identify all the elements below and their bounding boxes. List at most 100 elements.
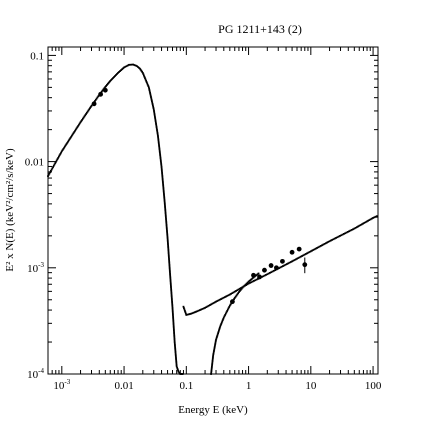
model-curve-dot — [169, 278, 172, 281]
model-curve-dot — [145, 81, 148, 83]
data-point — [280, 258, 285, 264]
model-curve-dot — [244, 283, 247, 286]
model-curve-dot — [218, 298, 221, 301]
model-curve-dot — [198, 309, 201, 311]
model-curve-dot — [235, 294, 238, 297]
model-curve-dot — [335, 236, 337, 239]
model-curve-dot — [228, 304, 231, 307]
model-curve-dot — [247, 280, 250, 283]
model-curve-dot — [55, 160, 57, 163]
model-curve-dot — [161, 176, 164, 179]
model-curve-dot — [170, 284, 172, 287]
model-curve-dot — [87, 109, 90, 112]
model-curve-dot — [172, 318, 175, 321]
model-curve-dot — [171, 309, 174, 312]
model-curve-dot — [236, 289, 239, 292]
model-curve-dot — [265, 273, 267, 276]
model-curve-dot — [210, 367, 213, 370]
model-curve-dot — [168, 269, 171, 272]
model-curve-dot — [195, 310, 197, 313]
data-point — [302, 262, 308, 268]
model-curve-dot — [173, 338, 176, 340]
x-axis-label: Energy E (keV) — [178, 404, 248, 416]
model-curve-dot — [216, 333, 219, 336]
model-curve-dot — [166, 240, 169, 243]
model-curve-dot — [267, 272, 270, 275]
model-curve-dot — [168, 268, 171, 271]
data-point — [274, 265, 279, 271]
model-curve-dot — [209, 304, 211, 306]
model-curve-dot — [140, 69, 143, 72]
model-curve-dot — [311, 249, 313, 252]
model-curve-dot — [72, 132, 75, 135]
model-curve-dot — [210, 303, 213, 306]
model-curve-dot — [269, 271, 271, 274]
model-curve-dot — [187, 313, 190, 316]
model-curve-dot — [306, 252, 308, 255]
model-curve-dot — [139, 68, 142, 71]
model-curve-dot — [57, 156, 60, 159]
model-curve-dot — [164, 206, 166, 209]
model-curve-dot — [175, 362, 178, 365]
model-curve-dot — [68, 138, 71, 141]
model-curve-dot — [226, 308, 229, 311]
model-curve-dot — [340, 234, 343, 237]
model-curve-dot — [165, 223, 168, 226]
model-curve-dot — [173, 341, 176, 343]
model-curve-dot — [262, 275, 265, 278]
model-curve-dot — [171, 305, 174, 308]
model-curve-dot — [218, 329, 220, 332]
model-curve-dot — [112, 77, 115, 79]
model-curve-dot — [48, 172, 51, 175]
model-curve-dot — [167, 255, 170, 257]
model-curve-dot — [241, 286, 244, 289]
model-curve-dot — [171, 308, 174, 311]
model-curve-dot — [174, 352, 177, 355]
model-curve-dot — [183, 308, 186, 311]
model-curve-dot — [191, 312, 194, 315]
model-curve-dot — [121, 68, 123, 71]
model-curve-dot — [154, 121, 157, 124]
model-curve-dot — [126, 64, 129, 67]
model-curve-dot — [166, 241, 169, 244]
model-curve-dot — [192, 311, 195, 314]
model-curve-dot — [217, 332, 220, 335]
model-curve-dot — [170, 293, 173, 296]
model-curve-dot — [247, 282, 250, 285]
model-curve-dot — [53, 163, 56, 166]
model-curve-dot — [175, 361, 178, 363]
model-curve-dot — [201, 308, 204, 310]
model-curve-dot — [240, 287, 243, 290]
model-curve-dot — [173, 333, 176, 336]
model-curve-dot — [161, 173, 164, 176]
model-curve-dot — [213, 345, 216, 348]
model-curve-dot — [67, 139, 70, 142]
model-curve-dot — [159, 158, 162, 161]
model-curve-dot — [173, 332, 176, 335]
model-curve-dot — [139, 67, 141, 70]
model-curve-dot — [119, 70, 121, 72]
model-curve-dot — [172, 321, 175, 324]
model-curve-dot — [141, 71, 144, 74]
model-curve-dot — [165, 221, 168, 223]
model-curve-dot — [225, 295, 227, 298]
model-curve-dot — [106, 83, 109, 85]
model-curve-dot — [346, 231, 349, 233]
model-curve-dot — [170, 286, 172, 289]
model-curve-dot — [51, 167, 54, 170]
model-curve-dot — [238, 287, 241, 290]
model-curve-dot — [211, 364, 213, 367]
model-curve-dot — [81, 117, 84, 120]
model-curve-dot — [157, 134, 159, 137]
model-curve-dot — [285, 263, 288, 265]
model-curve-dot — [211, 357, 214, 360]
model-curve-dot — [176, 366, 179, 369]
model-curves — [47, 63, 378, 375]
model-curve-dot — [162, 186, 165, 189]
model-curve-dot — [120, 69, 122, 72]
model-curve-dot — [135, 65, 138, 67]
model-curve-dot — [170, 290, 173, 293]
model-curve-dot — [164, 207, 167, 210]
model-curve-dot — [263, 274, 266, 277]
model-curve-dot — [316, 247, 318, 249]
